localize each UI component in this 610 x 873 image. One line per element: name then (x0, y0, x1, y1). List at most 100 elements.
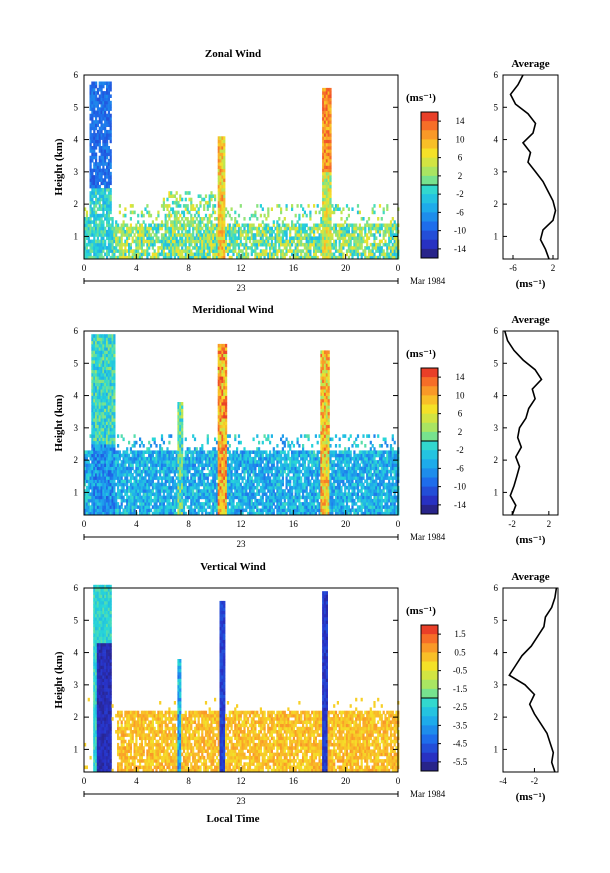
heatmap-cell (217, 424, 220, 429)
x-tick-label: 4 (134, 263, 139, 273)
heatmap-cell (137, 252, 140, 257)
heatmap-cell (217, 392, 220, 396)
heatmap-cell (181, 492, 184, 496)
heatmap-cell (228, 434, 231, 438)
heatmap-cell (391, 255, 394, 260)
heatmap-cell (219, 366, 222, 371)
heatmap-cell (215, 492, 219, 496)
heatmap-cell (139, 233, 142, 237)
heatmap-cell (162, 485, 165, 490)
heatmap-cell (93, 511, 96, 516)
heatmap-cell (85, 479, 88, 484)
heatmap-cell (173, 200, 176, 205)
heatmap-cell (223, 482, 226, 487)
heatmap-cell (104, 463, 107, 467)
heatmap-cell (325, 142, 328, 147)
heatmap-cell (236, 255, 239, 260)
heatmap-cell (175, 489, 178, 493)
heatmap-cell (217, 434, 220, 438)
heatmap-cell (223, 200, 226, 205)
heatmap-cell (369, 223, 372, 228)
heatmap-cell (212, 226, 215, 231)
heatmap-cell (98, 188, 101, 192)
heatmap-cell (157, 505, 160, 509)
heatmap-cell (291, 207, 294, 211)
heatmap-cell (128, 236, 131, 240)
heatmap-cell (223, 469, 226, 474)
heatmap-cell (100, 149, 103, 153)
heatmap-cell (162, 255, 165, 260)
heatmap-cell (201, 469, 204, 474)
heatmap-cell (243, 242, 246, 247)
heatmap-cell (124, 492, 127, 496)
heatmap-cell (96, 165, 99, 169)
heatmap-cell (206, 505, 209, 509)
heatmap-cell (206, 460, 209, 464)
heatmap-cell (137, 482, 140, 487)
heatmap-cell (162, 498, 165, 503)
heatmap-cell (393, 242, 396, 247)
colorbar-tick-label: -6 (456, 207, 464, 217)
heatmap-cell (159, 444, 162, 448)
heatmap-cell (160, 508, 164, 513)
heatmap-cell (230, 505, 233, 509)
heatmap-cell (109, 340, 112, 345)
heatmap-cell (217, 363, 220, 367)
heatmap-cell (155, 217, 158, 221)
heatmap-cell (179, 226, 182, 231)
colorbar-swatch (421, 121, 438, 131)
heatmap-cell (225, 466, 228, 471)
heatmap-cell (160, 466, 164, 471)
heatmap-cell (118, 450, 121, 454)
heatmap-cell (173, 498, 176, 503)
heatmap-cell (93, 87, 96, 92)
heatmap-cell (325, 197, 328, 202)
heatmap-cell (329, 217, 332, 221)
colorbar-tick-label: 6 (458, 153, 463, 163)
heatmap-cell (100, 473, 103, 477)
heatmap-cell (186, 450, 189, 454)
heatmap-cell (96, 395, 99, 400)
heatmap-cell (193, 456, 197, 461)
heatmap-cell (173, 492, 176, 496)
heatmap-cell (170, 479, 173, 484)
heatmap-cell (322, 175, 325, 179)
heatmap-cell (195, 482, 198, 487)
heatmap-cell (93, 181, 96, 186)
heatmap-cell (267, 239, 270, 244)
heatmap-cell (120, 236, 123, 240)
heatmap-cell (247, 255, 250, 260)
heatmap-cell (107, 360, 110, 364)
heatmap-cell (177, 431, 180, 435)
heatmap-cell (247, 233, 250, 237)
heatmap-cell (91, 466, 94, 471)
heatmap-cell (109, 129, 112, 134)
heatmap-cell (113, 450, 116, 454)
heatmap-cell (305, 223, 308, 228)
heatmap-cell (162, 236, 165, 240)
heatmap-cell (265, 236, 268, 240)
heatmap-cell (248, 239, 252, 244)
heatmap-cell (109, 360, 112, 364)
heatmap-cell (181, 252, 184, 257)
heatmap-cell (95, 382, 98, 387)
heatmap-cell (93, 492, 96, 496)
heatmap-cell (318, 246, 321, 250)
heatmap-cell (395, 233, 398, 237)
heatmap-cell (111, 249, 114, 253)
heatmap-cell (89, 498, 92, 503)
heatmap-cell (291, 226, 294, 231)
heatmap-cell (358, 226, 361, 231)
heatmap-cell (96, 107, 99, 111)
heatmap-cell (106, 492, 109, 496)
heatmap-cell (153, 242, 156, 247)
heatmap-cell (117, 466, 120, 471)
heatmap-cell (331, 233, 334, 237)
heatmap-cell (171, 220, 175, 224)
heatmap-cell (109, 152, 112, 157)
heatmap-cell (225, 434, 228, 438)
heatmap-cell (395, 239, 398, 244)
heatmap-cell (329, 129, 332, 134)
heatmap-cell (199, 482, 202, 487)
heatmap-cell (120, 434, 123, 438)
